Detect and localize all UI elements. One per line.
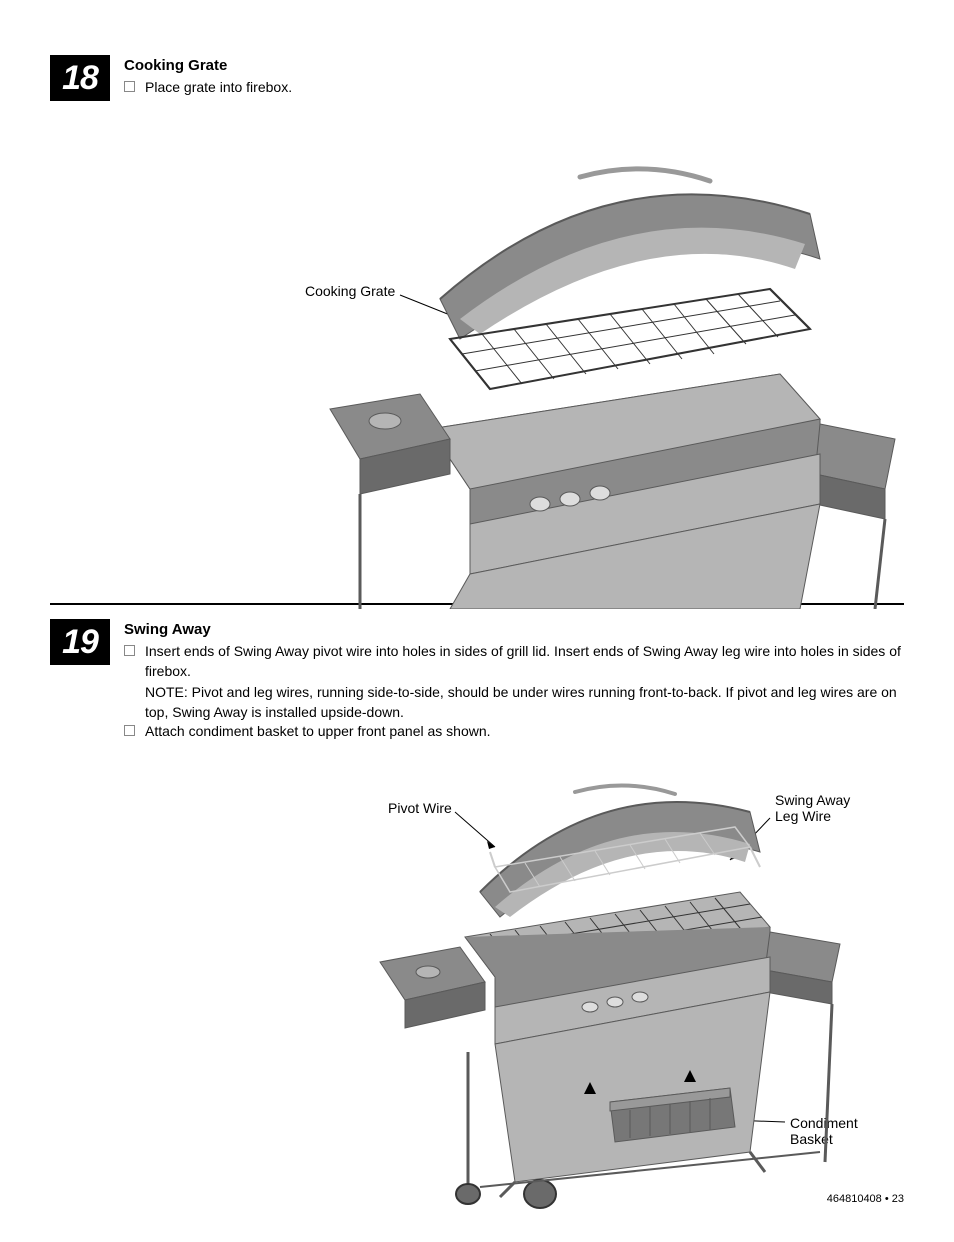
step-19-title: Swing Away	[124, 621, 904, 638]
checkbox-icon	[124, 645, 135, 656]
grill-illustration-19	[50, 752, 904, 1212]
step-18-item-0: Place grate into firebox.	[124, 78, 904, 98]
step-number-19: 19	[50, 619, 110, 665]
step-number-18: 18	[50, 55, 110, 101]
step-18-title: Cooking Grate	[124, 57, 904, 74]
checkbox-icon	[124, 81, 135, 92]
step-19-item-1-text: Attach condiment basket to upper front p…	[145, 722, 904, 742]
grill-illustration-18	[50, 109, 904, 609]
step-19-figure: Pivot Wire Swing Away Leg Wire Condiment…	[50, 752, 904, 1212]
step-18-item-0-text: Place grate into firebox.	[145, 78, 904, 98]
step-19-item-0-text: Insert ends of Swing Away pivot wire int…	[145, 642, 904, 681]
checkbox-icon	[124, 725, 135, 736]
step-19-text: Swing Away Insert ends of Swing Away piv…	[124, 619, 904, 744]
step-19-item-1: Attach condiment basket to upper front p…	[124, 722, 904, 742]
step-18-block: 18 Cooking Grate Place grate into firebo…	[50, 55, 904, 101]
page-footer: 464810408 • 23	[827, 1193, 904, 1205]
page: 18 Cooking Grate Place grate into firebo…	[0, 0, 954, 1242]
step-19-block: 19 Swing Away Insert ends of Swing Away …	[50, 619, 904, 744]
step-18-figure: Cooking Grate	[50, 109, 904, 609]
step-19-note: NOTE: Pivot and leg wires, running side-…	[145, 683, 904, 722]
step-18-text: Cooking Grate Place grate into firebox.	[124, 55, 904, 100]
step-19-item-0: Insert ends of Swing Away pivot wire int…	[124, 642, 904, 681]
